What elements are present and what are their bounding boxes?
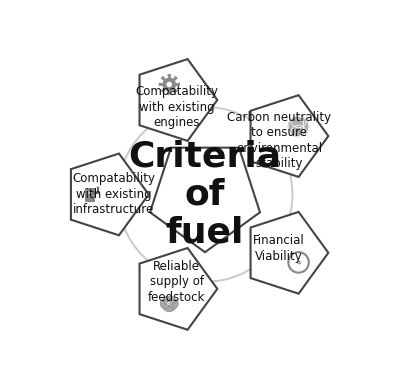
- Text: CO₂: CO₂: [167, 302, 172, 306]
- Circle shape: [288, 116, 309, 137]
- FancyBboxPatch shape: [87, 191, 92, 194]
- Text: Financial
Viability: Financial Viability: [253, 234, 305, 263]
- Polygon shape: [150, 148, 260, 252]
- Circle shape: [168, 296, 176, 305]
- Text: $: $: [296, 260, 301, 265]
- Polygon shape: [140, 248, 217, 330]
- Circle shape: [169, 299, 178, 308]
- Polygon shape: [71, 154, 149, 235]
- FancyBboxPatch shape: [97, 187, 99, 188]
- Polygon shape: [140, 59, 217, 141]
- Polygon shape: [250, 212, 328, 294]
- Polygon shape: [159, 74, 179, 95]
- Text: Compatability
with existing
engines: Compatability with existing engines: [135, 85, 218, 129]
- Circle shape: [160, 299, 170, 308]
- Text: Reliable
supply of
feedstock: Reliable supply of feedstock: [148, 259, 205, 303]
- Circle shape: [162, 297, 176, 311]
- Circle shape: [166, 81, 173, 88]
- Polygon shape: [250, 95, 328, 177]
- Text: Criteria
of
fuel: Criteria of fuel: [128, 139, 282, 249]
- Text: Carbon neutrality
to ensure
environmental
stability: Carbon neutrality to ensure environmenta…: [227, 111, 331, 170]
- Circle shape: [163, 296, 171, 305]
- FancyBboxPatch shape: [85, 188, 94, 201]
- Text: Compatability
with existing
infrastructure: Compatability with existing infrastructu…: [72, 172, 155, 216]
